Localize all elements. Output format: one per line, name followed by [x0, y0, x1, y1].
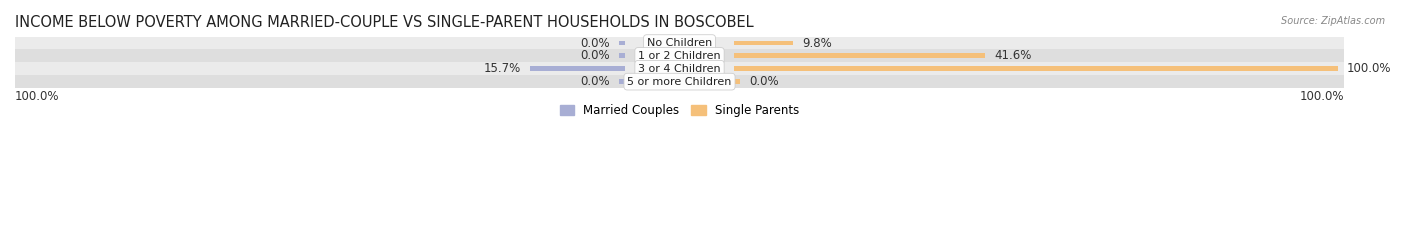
Text: 100.0%: 100.0%: [1347, 62, 1392, 75]
Bar: [734, 41, 793, 45]
Bar: [15, 49, 1344, 62]
Bar: [734, 54, 986, 58]
Bar: [15, 37, 1344, 49]
Text: 100.0%: 100.0%: [15, 90, 59, 103]
Bar: [15, 62, 1344, 75]
Text: 100.0%: 100.0%: [1299, 90, 1344, 103]
Bar: [15, 75, 1344, 88]
Text: 5 or more Children: 5 or more Children: [627, 77, 731, 87]
Legend: Married Couples, Single Parents: Married Couples, Single Parents: [560, 104, 799, 117]
Text: 0.0%: 0.0%: [581, 49, 610, 62]
Bar: [734, 79, 740, 84]
Text: 3 or 4 Children: 3 or 4 Children: [638, 64, 721, 74]
Bar: [734, 66, 1339, 71]
Bar: [530, 66, 626, 71]
Text: 0.0%: 0.0%: [749, 75, 779, 88]
Text: 0.0%: 0.0%: [581, 37, 610, 50]
Text: Source: ZipAtlas.com: Source: ZipAtlas.com: [1281, 16, 1385, 26]
Text: INCOME BELOW POVERTY AMONG MARRIED-COUPLE VS SINGLE-PARENT HOUSEHOLDS IN BOSCOBE: INCOME BELOW POVERTY AMONG MARRIED-COUPL…: [15, 15, 754, 30]
Bar: [619, 41, 626, 45]
Text: 0.0%: 0.0%: [581, 75, 610, 88]
Text: 1 or 2 Children: 1 or 2 Children: [638, 51, 721, 61]
Text: 15.7%: 15.7%: [484, 62, 522, 75]
Text: No Children: No Children: [647, 38, 711, 48]
Bar: [619, 79, 626, 84]
Text: 9.8%: 9.8%: [803, 37, 832, 50]
Bar: [619, 54, 626, 58]
Text: 41.6%: 41.6%: [994, 49, 1032, 62]
